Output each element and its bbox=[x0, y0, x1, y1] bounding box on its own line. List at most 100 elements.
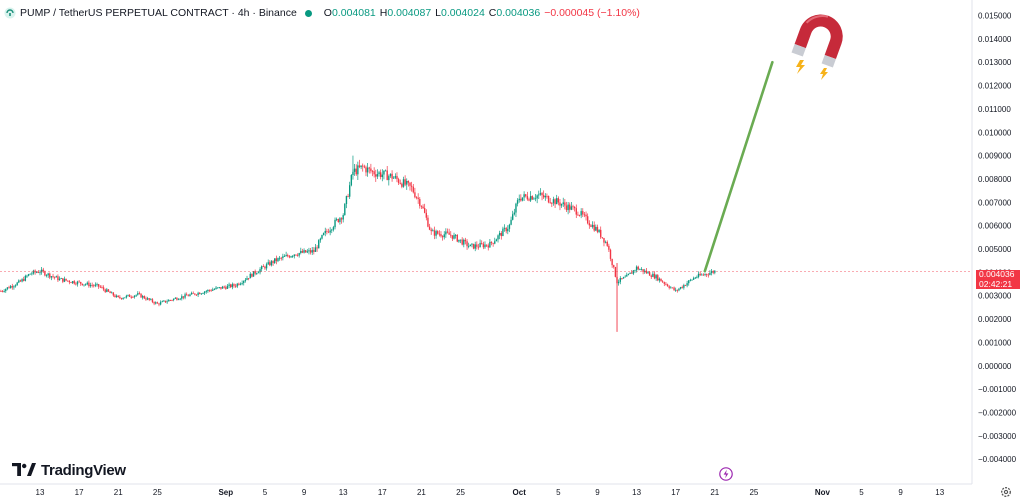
candle-body bbox=[272, 261, 274, 263]
candle-body bbox=[414, 192, 416, 198]
candle-body bbox=[52, 276, 54, 278]
candle-body bbox=[106, 289, 108, 292]
candle-body bbox=[260, 266, 263, 270]
candle-body bbox=[603, 238, 605, 243]
close-value: 0.004036 bbox=[496, 7, 541, 19]
candle-body bbox=[309, 250, 312, 253]
candle-body bbox=[485, 244, 488, 246]
lightning-icon[interactable] bbox=[719, 467, 733, 481]
candle-body bbox=[533, 198, 535, 200]
candle-body bbox=[541, 193, 543, 196]
time-axis[interactable]: 13 17 21 25 Sep 5 9 13 17 21 25 Oct 5 9 13 17 21 25 Nov 5 9 1… bbox=[36, 488, 945, 497]
price-tick-label: −0.004000 bbox=[978, 455, 1017, 464]
candle-body bbox=[135, 294, 137, 296]
candle-body bbox=[362, 165, 364, 167]
candle-body bbox=[526, 196, 529, 200]
candle-body bbox=[226, 285, 229, 289]
candle-body bbox=[130, 296, 132, 298]
candle-body bbox=[156, 302, 159, 304]
candle-body bbox=[525, 194, 527, 197]
candle-body bbox=[94, 284, 97, 286]
candle-body bbox=[479, 242, 481, 248]
candle-body bbox=[350, 175, 353, 186]
candle-body bbox=[688, 280, 690, 284]
candle-body bbox=[104, 289, 106, 292]
candle-body bbox=[507, 228, 509, 232]
candle-body bbox=[189, 294, 191, 296]
current-price-tag: 0.004036 02:42:21 bbox=[976, 269, 1020, 289]
candle-body bbox=[683, 285, 685, 288]
candle-body bbox=[102, 287, 105, 290]
candle-body bbox=[164, 300, 167, 303]
candle-body bbox=[197, 292, 199, 295]
candle-body bbox=[153, 302, 155, 304]
candle-body bbox=[32, 270, 35, 274]
candle-body bbox=[407, 180, 410, 183]
candle-body bbox=[234, 285, 237, 287]
candle-body bbox=[97, 284, 100, 287]
candle-body bbox=[707, 274, 709, 276]
price-axis[interactable]: 0.015000 0.014000 0.013000 0.012000 0.011000… bbox=[978, 12, 1017, 465]
candle-body bbox=[443, 234, 445, 238]
candle-body bbox=[318, 240, 320, 249]
candle-body bbox=[363, 166, 366, 168]
candle-body bbox=[660, 278, 662, 282]
candle-body bbox=[513, 212, 516, 215]
candle-body bbox=[585, 214, 587, 217]
price-tick-label: 0.003000 bbox=[978, 292, 1012, 301]
candle-body bbox=[624, 276, 626, 278]
candle-body bbox=[117, 295, 119, 297]
candle-body bbox=[146, 298, 149, 300]
candle-body bbox=[466, 241, 468, 247]
candle-body bbox=[254, 271, 256, 274]
change-value: −0.000045 (−1.10%) bbox=[544, 7, 640, 19]
candle-body bbox=[50, 276, 53, 278]
candle-body bbox=[202, 293, 204, 295]
candle-body bbox=[484, 244, 486, 248]
candle-body bbox=[445, 231, 447, 235]
candle-body bbox=[44, 271, 46, 276]
candle-body bbox=[556, 198, 558, 205]
candle-body bbox=[622, 277, 625, 279]
symbol-title: PUMP / TetherUS PERPETUAL CONTRACT · 4h … bbox=[20, 7, 297, 19]
open-value: 0.004081 bbox=[331, 7, 376, 19]
candle-body bbox=[640, 269, 643, 271]
projection-line[interactable] bbox=[703, 60, 774, 273]
candle-body bbox=[440, 234, 442, 237]
candle-body bbox=[534, 198, 537, 200]
candles bbox=[0, 155, 716, 332]
candle-body bbox=[45, 275, 48, 277]
price-tick-label: 0.013000 bbox=[978, 58, 1012, 67]
candle-body bbox=[199, 292, 201, 295]
candle-body bbox=[300, 250, 302, 254]
candle-body bbox=[166, 301, 168, 303]
candle-body bbox=[696, 277, 698, 278]
candle-body bbox=[502, 228, 504, 237]
candle-body bbox=[503, 227, 506, 229]
candle-body bbox=[487, 245, 489, 248]
candle-body bbox=[632, 270, 635, 274]
candle-body bbox=[422, 206, 424, 209]
symbol-header[interactable]: PUMP / TetherUS PERPETUAL CONTRACT · 4h … bbox=[4, 4, 640, 22]
candle-body bbox=[337, 219, 339, 222]
price-tick-label: 0.001000 bbox=[978, 338, 1012, 347]
candle-body bbox=[76, 281, 79, 285]
candle-body bbox=[34, 270, 36, 273]
settings-icon[interactable] bbox=[1000, 486, 1012, 498]
candle-body bbox=[324, 230, 326, 234]
candle-body bbox=[606, 241, 608, 246]
candle-body bbox=[378, 172, 380, 175]
candle-body bbox=[494, 241, 496, 244]
candle-body bbox=[642, 269, 644, 272]
candle-body bbox=[9, 286, 12, 289]
candle-body bbox=[552, 199, 555, 204]
candle-body bbox=[93, 285, 95, 287]
candle-body bbox=[239, 283, 242, 285]
price-tick-label: 0.012000 bbox=[978, 82, 1012, 91]
tradingview-logo[interactable]: TradingView bbox=[12, 461, 126, 479]
candle-body bbox=[353, 168, 356, 172]
candle-body bbox=[143, 296, 146, 299]
candle-body bbox=[216, 287, 219, 289]
candle-body bbox=[67, 280, 69, 282]
